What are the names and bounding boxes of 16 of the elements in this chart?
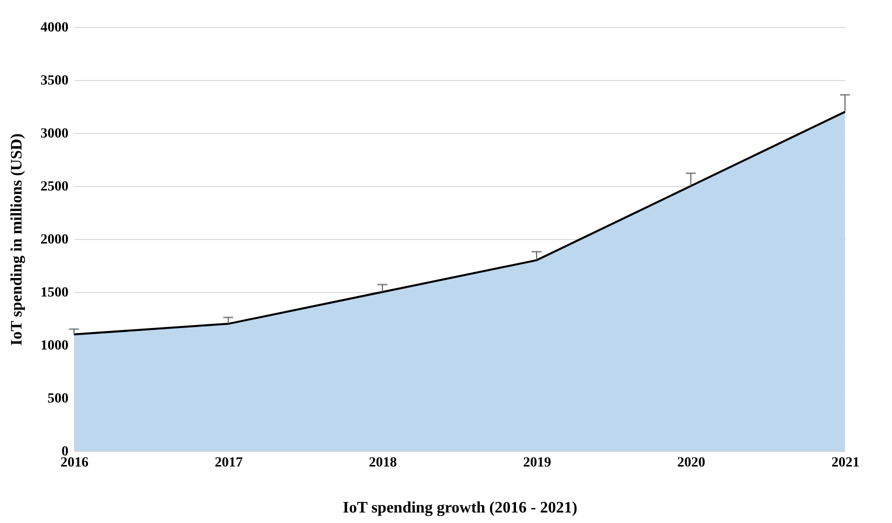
x-axis-title: IoT spending growth (2016 - 2021)	[342, 500, 578, 516]
y-tick-label: 2500	[40, 180, 68, 194]
y-axis-title: IoT spending in millions (USD)	[8, 133, 26, 346]
y-tick-label: 3000	[40, 126, 68, 142]
y-tick-label: 1000	[40, 338, 68, 354]
y-tick-label: 3500	[40, 74, 68, 88]
x-tick-label: 2021	[832, 456, 860, 470]
y-tick-label: 4000	[40, 20, 68, 36]
x-tick-label: 2016	[60, 456, 88, 470]
y-tick-label: 2000	[40, 232, 68, 248]
y-tick-label: 500	[48, 392, 68, 406]
x-tick-label: 2017	[214, 456, 243, 470]
x-tick-label: 2020	[677, 456, 706, 470]
x-tick-label: 2019	[523, 456, 552, 470]
x-tick-label: 2018	[368, 456, 397, 470]
y-tick-label: 1500	[40, 286, 68, 300]
